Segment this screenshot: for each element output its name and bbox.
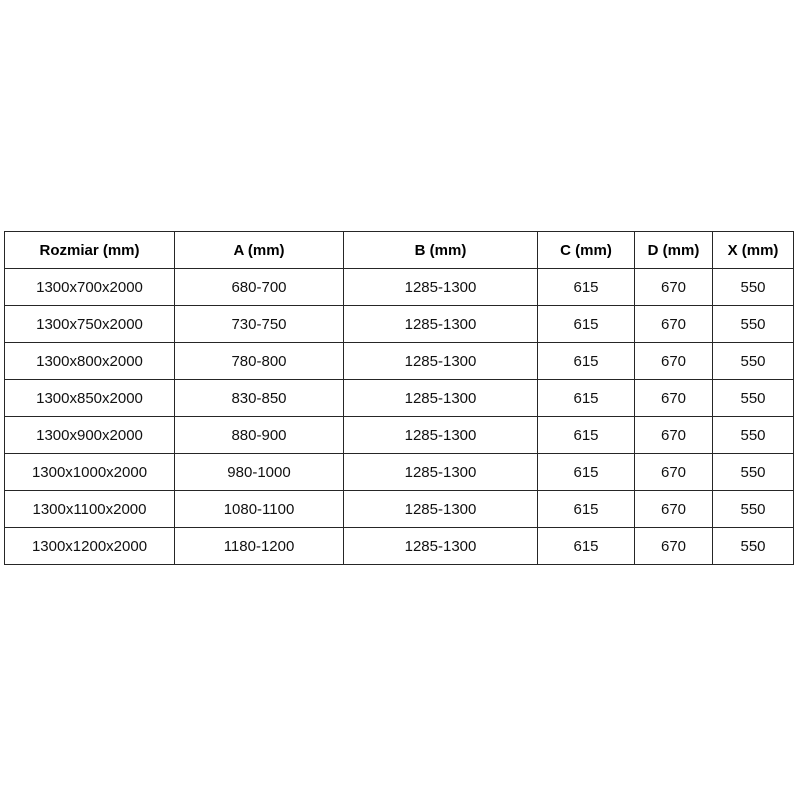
table-cell: 615 [537, 305, 635, 343]
table-row: 1300x750x2000 730-750 1285-1300 615 670 550 [4, 305, 794, 343]
table-cell: 670 [634, 416, 713, 454]
table-cell: 550 [712, 305, 794, 343]
table-cell: 830-850 [174, 379, 344, 417]
table-row: 1300x1200x2000 1180-1200 1285-1300 615 670 55… [4, 527, 794, 565]
table-cell: 550 [712, 379, 794, 417]
spec-table-container: Rozmiar (mm) A (mm) B (mm) C (mm) D (mm)… [4, 231, 794, 565]
table-cell: 615 [537, 268, 635, 306]
table-row: 1300x850x2000 830-850 1285-1300 615 670 550 [4, 379, 794, 417]
table-cell: 550 [712, 342, 794, 380]
table-cell: 1300x750x2000 [4, 305, 175, 343]
table-cell: 615 [537, 453, 635, 491]
column-header-rozmiar: Rozmiar (mm) [4, 231, 175, 269]
table-cell: 1300x850x2000 [4, 379, 175, 417]
table-cell: 1300x1000x2000 [4, 453, 175, 491]
table-cell: 980-1000 [174, 453, 344, 491]
table-cell: 550 [712, 453, 794, 491]
table-cell: 670 [634, 342, 713, 380]
column-header-a: A (mm) [174, 231, 344, 269]
table-cell: 880-900 [174, 416, 344, 454]
table-cell: 730-750 [174, 305, 344, 343]
column-header-x: X (mm) [712, 231, 794, 269]
table-row: 1300x900x2000 880-900 1285-1300 615 670 550 [4, 416, 794, 454]
column-header-c: C (mm) [537, 231, 635, 269]
table-cell: 670 [634, 453, 713, 491]
table-cell: 1300x1200x2000 [4, 527, 175, 565]
table-body: 1300x700x2000 680-700 1285-1300 615 670 550 13… [4, 268, 794, 565]
table-row: Rozmiar (mm) A (mm) B (mm) C (mm) D (mm)… [4, 231, 794, 269]
table-cell: 670 [634, 268, 713, 306]
table-cell: 780-800 [174, 342, 344, 380]
table-cell: 1285-1300 [343, 527, 538, 565]
table-cell: 1300x900x2000 [4, 416, 175, 454]
table-cell: 1300x1100x2000 [4, 490, 175, 528]
table-cell: 670 [634, 490, 713, 528]
table-cell: 615 [537, 379, 635, 417]
table-cell: 550 [712, 527, 794, 565]
column-header-d: D (mm) [634, 231, 713, 269]
size-spec-table: Rozmiar (mm) A (mm) B (mm) C (mm) D (mm)… [4, 231, 794, 565]
table-cell: 1300x700x2000 [4, 268, 175, 306]
table-header-row: Rozmiar (mm) A (mm) B (mm) C (mm) D (mm)… [4, 231, 794, 269]
table-cell: 1285-1300 [343, 453, 538, 491]
table-cell: 1080-1100 [174, 490, 344, 528]
table-cell: 670 [634, 305, 713, 343]
table-cell: 615 [537, 342, 635, 380]
column-header-b: B (mm) [343, 231, 538, 269]
table-cell: 670 [634, 527, 713, 565]
table-cell: 1285-1300 [343, 379, 538, 417]
table-cell: 670 [634, 379, 713, 417]
table-cell: 1285-1300 [343, 342, 538, 380]
table-row: 1300x800x2000 780-800 1285-1300 615 670 550 [4, 342, 794, 380]
table-cell: 1300x800x2000 [4, 342, 175, 380]
table-cell: 550 [712, 490, 794, 528]
table-cell: 1285-1300 [343, 416, 538, 454]
table-cell: 680-700 [174, 268, 344, 306]
table-cell: 1180-1200 [174, 527, 344, 565]
table-row: 1300x1000x2000 980-1000 1285-1300 615 670 550 [4, 453, 794, 491]
table-cell: 550 [712, 268, 794, 306]
table-cell: 1285-1300 [343, 490, 538, 528]
table-cell: 1285-1300 [343, 268, 538, 306]
table-cell: 615 [537, 527, 635, 565]
table-row: 1300x700x2000 680-700 1285-1300 615 670 550 [4, 268, 794, 306]
table-cell: 615 [537, 416, 635, 454]
table-cell: 1285-1300 [343, 305, 538, 343]
table-cell: 615 [537, 490, 635, 528]
table-cell: 550 [712, 416, 794, 454]
table-row: 1300x1100x2000 1080-1100 1285-1300 615 670 55… [4, 490, 794, 528]
